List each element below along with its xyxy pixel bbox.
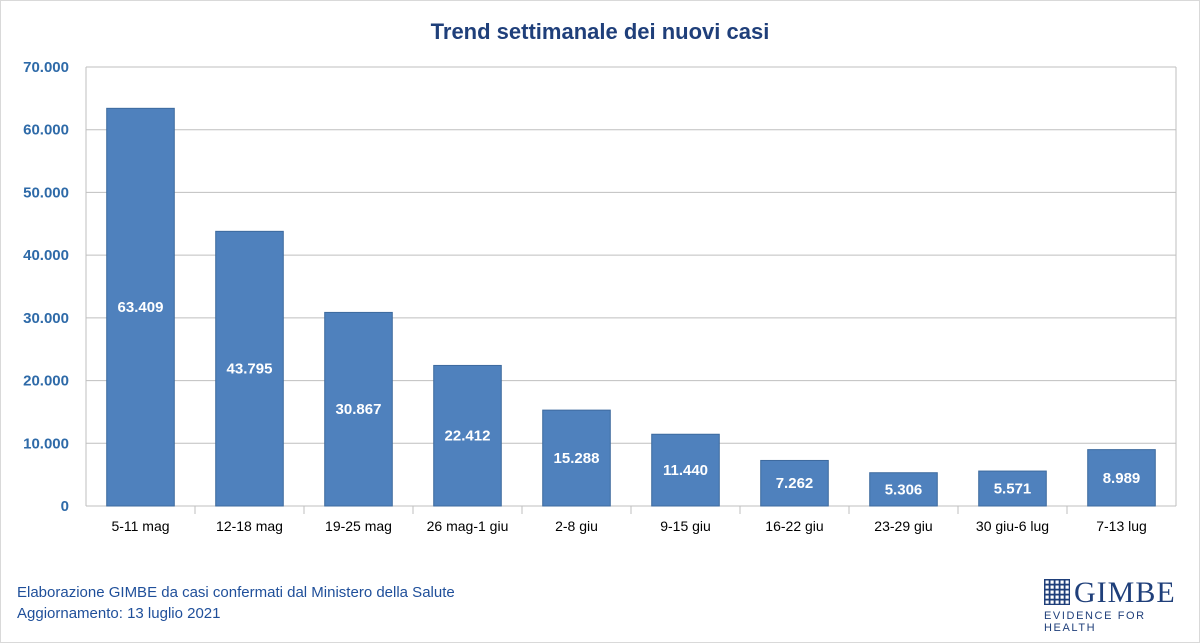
logo-mark-cell <box>1045 600 1049 604</box>
logo-mark-cell <box>1050 590 1054 594</box>
logo-mark-cell <box>1045 595 1049 599</box>
logo-mark-cell <box>1050 580 1054 584</box>
bar <box>106 107 175 507</box>
bar <box>978 470 1047 507</box>
data-label: 5.571 <box>994 481 1032 498</box>
data-label: 30.867 <box>336 401 382 418</box>
data-label: 22.412 <box>445 428 491 445</box>
x-tick-label: 23-29 giu <box>874 518 932 534</box>
data-label: 11.440 <box>663 462 708 479</box>
logo-mark-cell <box>1055 600 1059 604</box>
x-tick-label: 26 mag-1 giu <box>427 518 509 534</box>
x-tick-label: 19-25 mag <box>325 518 392 534</box>
logo-mark-cell <box>1060 590 1064 594</box>
y-axis: 0 10.000 20.000 30.000 40.000 50.000 60.000 70.… <box>23 59 69 515</box>
bar <box>324 311 393 507</box>
bar <box>433 364 502 507</box>
logo-name: GIMBE <box>1074 576 1176 609</box>
y-tick-label: 40.000 <box>23 247 69 264</box>
logo-mark-cell <box>1060 585 1064 589</box>
bar <box>542 409 611 507</box>
data-label: 8.989 <box>1103 470 1141 487</box>
logo-mark-cell <box>1065 600 1069 604</box>
y-tick-label: 50.000 <box>23 184 69 201</box>
logo-mark-cell <box>1060 580 1064 584</box>
logo-mark-cell <box>1065 585 1069 589</box>
x-tick-label: 16-22 giu <box>765 518 823 534</box>
gimbe-logo: GIMBE EVIDENCE FOR HEALTH <box>1044 576 1184 634</box>
logo-tagline: EVIDENCE FOR HEALTH <box>1044 610 1146 634</box>
x-tick-label: 30 giu-6 lug <box>976 518 1049 534</box>
logo-mark-cell <box>1045 580 1049 584</box>
bar <box>1087 449 1156 507</box>
x-tick-label: 2-8 giu <box>555 518 598 534</box>
y-tick-label: 60.000 <box>23 122 69 139</box>
bars: 63.409 43.795 30.867 22.412 15.288 11.440 7.26… <box>106 107 1156 507</box>
y-tick-label: 10.000 <box>23 435 69 452</box>
x-tick-label: 12-18 mag <box>216 518 283 534</box>
bar <box>651 433 720 507</box>
logo-mark-cell <box>1050 595 1054 599</box>
update-date: Aggiornamento: 13 luglio 2021 <box>17 605 221 622</box>
logo-mark-cell <box>1060 595 1064 599</box>
logo-mark-cell <box>1065 595 1069 599</box>
y-tick-label: 30.000 <box>23 310 69 327</box>
data-label: 7.262 <box>776 475 814 492</box>
data-label: 5.306 <box>885 481 923 498</box>
x-tick-label: 9-15 giu <box>660 518 711 534</box>
logo-mark-cell <box>1055 585 1059 589</box>
source-note: Elaborazione GIMBE da casi confermati da… <box>17 584 455 601</box>
logo-mark-cell <box>1055 590 1059 594</box>
logo-mark-cell <box>1050 585 1054 589</box>
logo-mark-cell <box>1055 595 1059 599</box>
bar <box>215 230 284 507</box>
y-tick-label: 20.000 <box>23 373 69 390</box>
x-axis: 5-11 mag 12-18 mag 19-25 mag 26 mag-1 giu 2-… <box>111 506 1147 534</box>
data-label: 43.795 <box>227 361 273 378</box>
y-tick-label: 0 <box>61 498 69 515</box>
bar <box>869 472 938 507</box>
logo-mark-cell <box>1065 580 1069 584</box>
data-label: 15.288 <box>554 450 600 467</box>
logo-mark-cell <box>1045 590 1049 594</box>
data-label: 63.409 <box>118 299 164 316</box>
logo-mark-cell <box>1060 600 1064 604</box>
logo-mark-cell <box>1065 590 1069 594</box>
chart-title: Trend settimanale dei nuovi casi <box>431 19 770 44</box>
y-tick-label: 70.000 <box>23 59 69 76</box>
gimbe-grid-logo-icon <box>1044 579 1070 605</box>
logo-mark-cell <box>1045 585 1049 589</box>
logo-mark-cell <box>1050 600 1054 604</box>
x-tick-label: 7-13 lug <box>1096 518 1147 534</box>
x-tick-label: 5-11 mag <box>111 518 169 534</box>
logo-mark-cell <box>1055 580 1059 584</box>
bar <box>760 459 829 507</box>
